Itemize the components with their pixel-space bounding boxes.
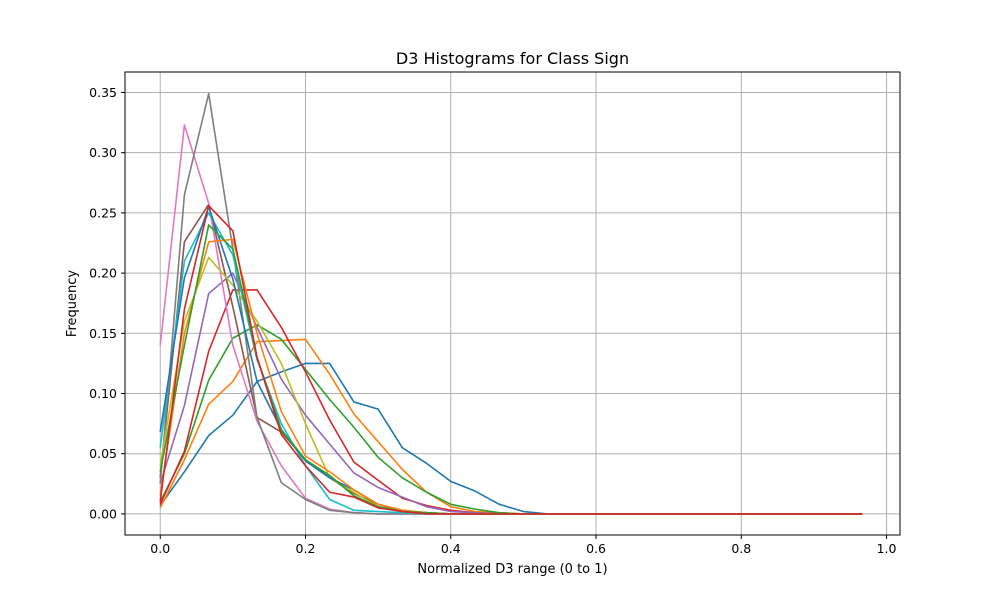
series-line-14 <box>159 204 863 515</box>
y-tick-label: 0.10 <box>89 386 117 401</box>
x-tick-label: 0.0 <box>150 541 170 556</box>
x-tick-label: 0.4 <box>441 541 461 556</box>
y-tick-label: 0.20 <box>89 266 117 281</box>
series-line-3 <box>159 324 863 515</box>
series-line-13 <box>159 224 863 515</box>
x-tick-label: 0.2 <box>296 541 316 556</box>
y-tick-label: 0.30 <box>89 145 117 160</box>
series-line-12 <box>159 238 863 515</box>
y-axis-label: Frequency <box>65 270 80 337</box>
plot-frame <box>124 71 901 536</box>
y-tick-label: 0.25 <box>89 205 117 220</box>
x-tick-label: 0.6 <box>586 541 606 556</box>
x-tick-label: 1.0 <box>877 541 897 556</box>
y-tick-label: 0.05 <box>89 446 117 461</box>
y-tick-label: 0.15 <box>89 326 117 341</box>
x-tick-label: 0.8 <box>731 541 751 556</box>
series-line-7 <box>159 124 863 515</box>
chart-title: D3 Histograms for Class Sign <box>396 49 629 68</box>
y-tick-label: 0.00 <box>89 506 117 521</box>
series-line-4 <box>159 289 863 515</box>
y-tick-label: 0.35 <box>89 85 117 100</box>
x-axis-label: Normalized D3 range (0 to 1) <box>417 562 607 577</box>
series-line-2 <box>159 338 863 515</box>
series-group <box>159 92 863 515</box>
ticks: 0.0 0.2 0.4 0.6 0.8 1.0 0.00 0.05 0.10 0.15 0.20 0.… <box>89 85 896 556</box>
grid <box>125 72 900 535</box>
